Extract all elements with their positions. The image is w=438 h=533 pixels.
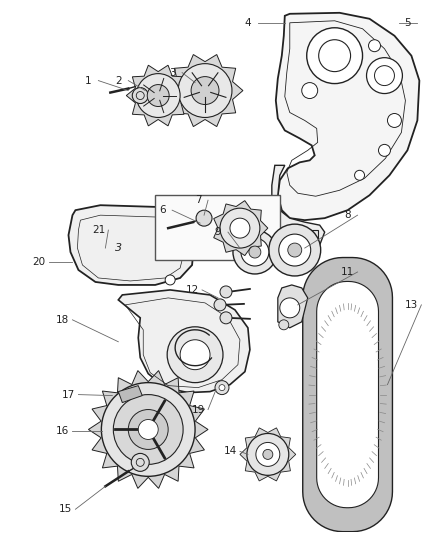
Text: 6: 6 <box>159 205 166 215</box>
Circle shape <box>165 275 175 285</box>
Circle shape <box>388 114 401 127</box>
Circle shape <box>219 385 225 391</box>
Polygon shape <box>303 257 392 531</box>
Circle shape <box>131 454 149 471</box>
Circle shape <box>191 77 219 104</box>
Text: 11: 11 <box>341 267 354 277</box>
Text: 14: 14 <box>223 447 237 456</box>
Text: 3: 3 <box>115 243 122 253</box>
Circle shape <box>220 286 232 298</box>
Text: 1: 1 <box>85 76 92 86</box>
Circle shape <box>302 83 318 99</box>
Polygon shape <box>272 165 325 255</box>
Circle shape <box>249 246 261 258</box>
Polygon shape <box>276 13 419 220</box>
Polygon shape <box>317 281 378 508</box>
Circle shape <box>279 234 311 266</box>
Circle shape <box>220 208 260 248</box>
Text: 7: 7 <box>195 195 201 205</box>
Polygon shape <box>126 65 190 126</box>
Text: 3: 3 <box>169 68 176 78</box>
Circle shape <box>132 87 148 103</box>
Circle shape <box>355 171 364 180</box>
Polygon shape <box>167 54 243 126</box>
Text: 9: 9 <box>215 227 221 237</box>
Text: 2: 2 <box>115 76 122 86</box>
Circle shape <box>280 298 300 318</box>
Circle shape <box>256 442 280 466</box>
Circle shape <box>215 381 229 394</box>
Circle shape <box>269 224 321 276</box>
Polygon shape <box>292 230 318 258</box>
Circle shape <box>113 394 183 464</box>
Text: 13: 13 <box>405 300 418 310</box>
Polygon shape <box>68 205 195 285</box>
Circle shape <box>231 220 243 232</box>
Polygon shape <box>214 200 268 256</box>
Circle shape <box>378 144 390 156</box>
Circle shape <box>233 230 277 274</box>
Circle shape <box>136 74 180 117</box>
FancyBboxPatch shape <box>155 195 280 260</box>
Polygon shape <box>230 216 255 252</box>
Text: 18: 18 <box>56 315 69 325</box>
Circle shape <box>241 238 269 266</box>
Circle shape <box>147 85 169 107</box>
Circle shape <box>220 312 232 324</box>
Text: 4: 4 <box>244 18 251 28</box>
Circle shape <box>178 63 232 117</box>
Text: 15: 15 <box>59 504 72 514</box>
Circle shape <box>288 243 302 257</box>
Text: 5: 5 <box>404 18 411 28</box>
Text: 21: 21 <box>92 225 105 235</box>
Text: 8: 8 <box>344 210 351 220</box>
Circle shape <box>128 409 168 449</box>
Polygon shape <box>118 385 142 402</box>
Circle shape <box>214 299 226 311</box>
Circle shape <box>307 28 363 84</box>
Text: 19: 19 <box>191 405 205 415</box>
Polygon shape <box>88 370 208 488</box>
Circle shape <box>247 433 289 475</box>
Text: 12: 12 <box>185 285 199 295</box>
Circle shape <box>279 320 289 330</box>
Circle shape <box>230 218 250 238</box>
Circle shape <box>180 340 210 370</box>
Circle shape <box>101 383 195 477</box>
Circle shape <box>368 40 381 52</box>
Polygon shape <box>240 428 296 481</box>
Circle shape <box>301 240 309 248</box>
Circle shape <box>138 419 158 439</box>
Polygon shape <box>278 285 308 328</box>
Text: 20: 20 <box>32 257 45 267</box>
Circle shape <box>167 327 223 383</box>
Text: 17: 17 <box>62 390 75 400</box>
Circle shape <box>196 210 212 226</box>
Circle shape <box>367 58 403 94</box>
Polygon shape <box>118 290 250 393</box>
Circle shape <box>263 449 273 459</box>
Text: 16: 16 <box>56 426 69 437</box>
